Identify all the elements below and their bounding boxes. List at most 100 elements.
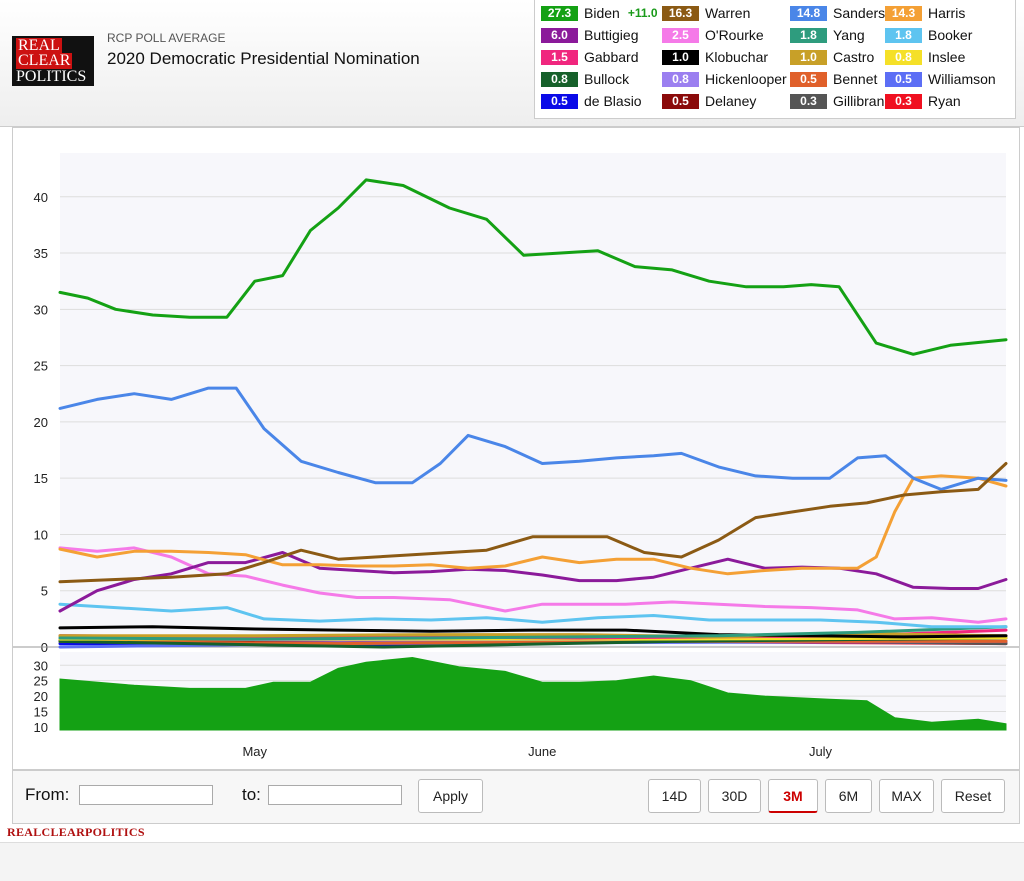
y-tick-label: 20 (34, 415, 48, 430)
legend-name: Gillibrand (833, 93, 893, 109)
legend-name: Gabbard (584, 49, 639, 65)
legend-name: Williamson (928, 71, 996, 87)
x-tick-label: July (809, 744, 833, 759)
legend-item-castro[interactable]: 1.0 Castro (790, 46, 874, 68)
spread-area[interactable] (59, 656, 1007, 731)
series-line-klobuchar[interactable] (58, 625, 1008, 639)
footer-brand[interactable]: REALCLEARPOLITICS (7, 825, 145, 839)
legend-value: 1.5 (541, 49, 578, 65)
logo-line-2: CLEAR (16, 52, 73, 69)
reset-button[interactable]: Reset (941, 779, 1005, 813)
legend-value: 1.8 (885, 27, 922, 43)
legend-value: 27.3 (541, 5, 578, 21)
legend-value: 1.0 (790, 49, 827, 65)
legend-item-bullock[interactable]: 0.8 Bullock (541, 68, 629, 90)
legend-item-williamson[interactable]: 0.5 Williamson (885, 68, 996, 90)
range-button-max[interactable]: MAX (879, 779, 934, 813)
y-tick-label: 15 (34, 471, 48, 486)
legend-item-ryan[interactable]: 0.3 Ryan (885, 90, 961, 112)
series-line-sanders[interactable] (58, 386, 1008, 491)
range-button-30d[interactable]: 30D (708, 779, 761, 813)
legend-value: 0.5 (541, 93, 578, 109)
legend-value: 14.8 (790, 5, 827, 21)
from-label: From: (25, 785, 70, 804)
legend-item-gabbard[interactable]: 1.5 Gabbard (541, 46, 638, 68)
legend-value: 0.8 (541, 71, 578, 87)
series-line-harris[interactable] (58, 474, 1008, 576)
x-tick-label: May (242, 744, 267, 759)
series-line-booker[interactable] (58, 602, 1008, 629)
series-line-buttigieg[interactable] (58, 551, 1008, 613)
candidate-legend: 27.3 Biden +11.0 16.3 Warren 14.8 Sanders 14.3 H… (534, 0, 1016, 119)
legend-item-booker[interactable]: 1.8 Booker (885, 24, 972, 46)
legend-spread: +11.0 (627, 6, 658, 20)
range-button-14d[interactable]: 14D (648, 779, 701, 813)
legend-name: Hickenlooper (705, 71, 787, 87)
legend-value: 6.0 (541, 27, 578, 43)
legend-item-hickenlooper[interactable]: 0.8 Hickenlooper (662, 68, 787, 90)
legend-name: Sanders (833, 5, 886, 21)
legend-name: Klobuchar (705, 49, 769, 65)
spread-y-tick-label: 25 (34, 674, 48, 689)
chart-title: 2020 Democratic Presidential Nomination (107, 49, 420, 68)
legend-value: 0.3 (885, 93, 922, 109)
y-tick-label: 30 (34, 302, 48, 317)
range-button-6m[interactable]: 6M (825, 779, 872, 813)
legend-value: 16.3 (662, 5, 699, 21)
spread-y-tick-label: 20 (34, 689, 48, 704)
legend-value: 14.3 (885, 5, 922, 21)
legend-name: Harris (928, 5, 966, 21)
series-line-o-rourke[interactable] (58, 546, 1008, 624)
legend-item-warren[interactable]: 16.3 Warren (662, 2, 750, 24)
range-button-3m[interactable]: 3M (768, 779, 818, 813)
legend-name: Buttigieg (584, 27, 639, 43)
legend-item-de-blasio[interactable]: 0.5 de Blasio (541, 90, 642, 112)
legend-value: 0.8 (885, 49, 922, 65)
legend-name: de Blasio (584, 93, 642, 109)
series-line-warren[interactable] (58, 462, 1008, 584)
legend-item-buttigieg[interactable]: 6.0 Buttigieg (541, 24, 638, 46)
legend-item-klobuchar[interactable]: 1.0 Klobuchar (662, 46, 768, 68)
legend-name: Inslee (928, 49, 966, 65)
to-date-input[interactable] (268, 785, 402, 805)
spread-y-tick-label: 15 (34, 705, 48, 720)
legend-name: Ryan (928, 93, 961, 109)
legend-item-sanders[interactable]: 14.8 Sanders (790, 2, 885, 24)
spread-y-tick-label: 10 (34, 720, 48, 735)
legend-item-delaney[interactable]: 0.5 Delaney (662, 90, 756, 112)
legend-name: Bullock (584, 71, 630, 87)
apply-button[interactable]: Apply (418, 779, 483, 813)
legend-item-bennet[interactable]: 0.5 Bennet (790, 68, 877, 90)
legend-value: 0.5 (885, 71, 922, 87)
legend-name: O'Rourke (705, 27, 764, 43)
y-tick-label: 25 (34, 359, 48, 374)
legend-item-o-rourke[interactable]: 2.5 O'Rourke (662, 24, 764, 46)
logo-line-1: REAL (16, 37, 62, 54)
legend-value: 0.8 (662, 71, 699, 87)
legend-name: Delaney (705, 93, 757, 109)
legend-value: 1.8 (790, 27, 827, 43)
series-line-yang[interactable] (58, 625, 1008, 641)
logo-line-3: POLITICS (16, 68, 87, 85)
legend-item-gillibrand[interactable]: 0.3 Gillibrand (790, 90, 892, 112)
from-date-input[interactable] (79, 785, 213, 805)
legend-name: Bennet (833, 71, 878, 87)
chart-area: 05101520253035401015202530MayJuneJuly (12, 127, 1020, 770)
x-tick-label: June (528, 744, 556, 759)
legend-item-inslee[interactable]: 0.8 Inslee (885, 46, 965, 68)
legend-value: 2.5 (662, 27, 699, 43)
spread-y-tick-label: 30 (34, 658, 48, 673)
rcp-logo[interactable]: REAL CLEAR POLITICS (12, 36, 94, 86)
range-controls: From: to: Apply 14D 30D 3M 6M MAX Reset (12, 770, 1020, 824)
legend-item-yang[interactable]: 1.8 Yang (790, 24, 865, 46)
poll-chart[interactable]: 05101520253035401015202530MayJuneJuly (13, 128, 1019, 769)
y-tick-label: 10 (34, 527, 48, 542)
legend-item-harris[interactable]: 14.3 Harris (885, 2, 965, 24)
legend-value: 0.5 (662, 93, 699, 109)
legend-value: 1.0 (662, 49, 699, 65)
legend-value: 0.5 (790, 71, 827, 87)
legend-item-biden[interactable]: 27.3 Biden +11.0 (541, 2, 658, 24)
legend-name: Castro (833, 49, 875, 65)
legend-name: Booker (928, 27, 973, 43)
series-line-biden[interactable] (58, 178, 1008, 356)
